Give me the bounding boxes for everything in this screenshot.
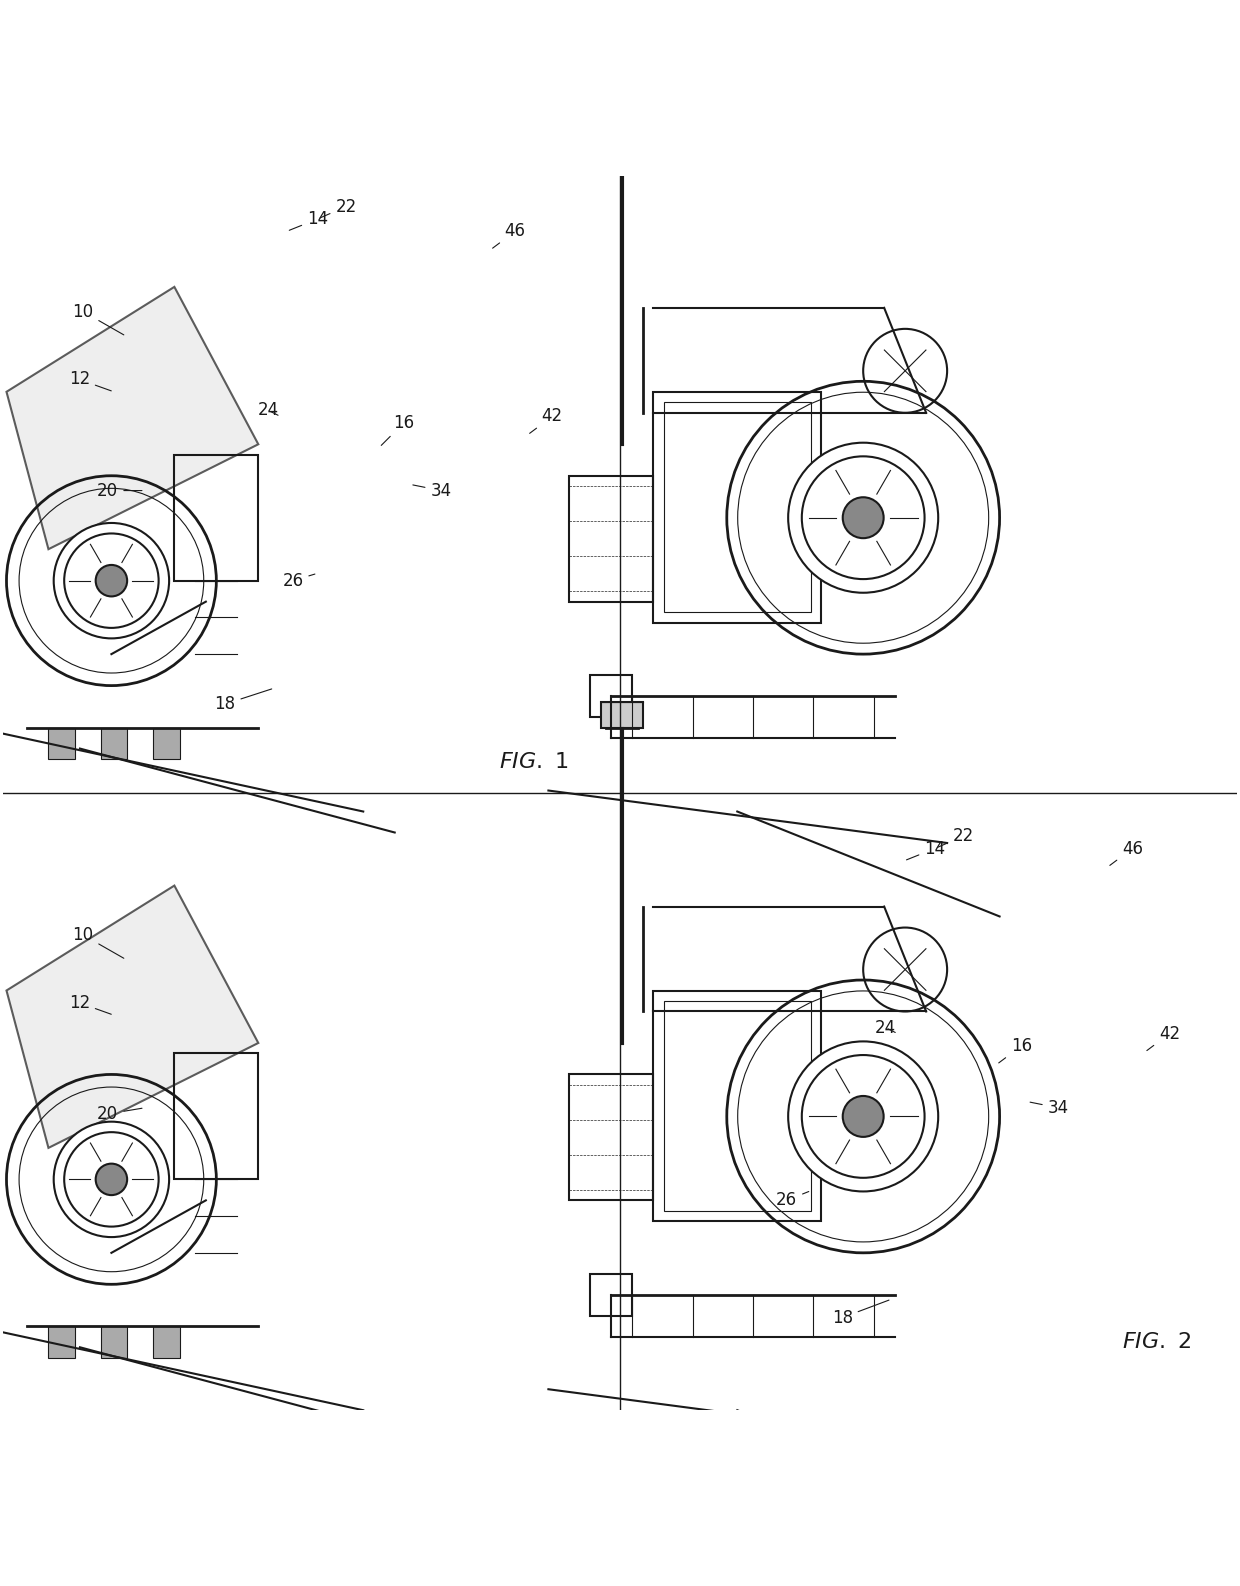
Text: 42: 42 <box>1147 1025 1180 1050</box>
Text: 20: 20 <box>97 1105 143 1123</box>
Text: 18: 18 <box>215 688 272 714</box>
Bar <box>100 1326 128 1358</box>
Bar <box>48 1326 74 1358</box>
Bar <box>175 455 258 580</box>
Text: 34: 34 <box>413 482 451 500</box>
Text: $FIG.\ 2$: $FIG.\ 2$ <box>1122 1331 1192 1353</box>
Polygon shape <box>6 287 258 549</box>
Circle shape <box>843 1096 884 1137</box>
Text: 26: 26 <box>776 1191 808 1210</box>
Text: 24: 24 <box>875 1018 897 1037</box>
Circle shape <box>53 1121 169 1237</box>
Bar <box>569 476 653 601</box>
Text: $FIG.\ 1$: $FIG.\ 1$ <box>498 752 568 772</box>
Bar <box>663 403 811 612</box>
Bar <box>590 676 632 717</box>
Bar <box>601 703 642 728</box>
Text: 42: 42 <box>529 408 563 433</box>
Text: 18: 18 <box>832 1301 889 1326</box>
Bar <box>601 103 642 130</box>
Bar <box>663 1001 811 1210</box>
Text: 26: 26 <box>283 571 315 590</box>
Text: 46: 46 <box>1110 839 1143 866</box>
Text: 16: 16 <box>381 414 414 446</box>
Bar <box>590 1274 632 1316</box>
Text: 22: 22 <box>320 198 357 217</box>
Text: 14: 14 <box>906 839 945 860</box>
Circle shape <box>843 498 884 538</box>
Circle shape <box>789 442 939 593</box>
Text: 20: 20 <box>97 482 141 500</box>
Circle shape <box>789 1042 939 1191</box>
Text: 14: 14 <box>289 209 329 230</box>
Circle shape <box>95 565 128 596</box>
Bar <box>175 1053 258 1180</box>
Polygon shape <box>6 885 258 1148</box>
Circle shape <box>95 1164 128 1196</box>
Text: 34: 34 <box>1030 1099 1069 1117</box>
Circle shape <box>53 523 169 639</box>
Bar <box>100 728 128 760</box>
Bar <box>569 1074 653 1201</box>
Text: 12: 12 <box>68 371 112 390</box>
Text: 22: 22 <box>937 828 973 847</box>
Text: 10: 10 <box>72 926 124 958</box>
Bar <box>154 728 180 760</box>
Text: 46: 46 <box>492 222 526 247</box>
Bar <box>653 392 821 623</box>
Text: 10: 10 <box>72 303 124 335</box>
Text: 16: 16 <box>998 1037 1032 1063</box>
Text: 12: 12 <box>68 994 112 1015</box>
Bar <box>653 991 821 1221</box>
Text: 24: 24 <box>258 401 279 419</box>
Bar <box>48 728 74 760</box>
Bar <box>154 1326 180 1358</box>
